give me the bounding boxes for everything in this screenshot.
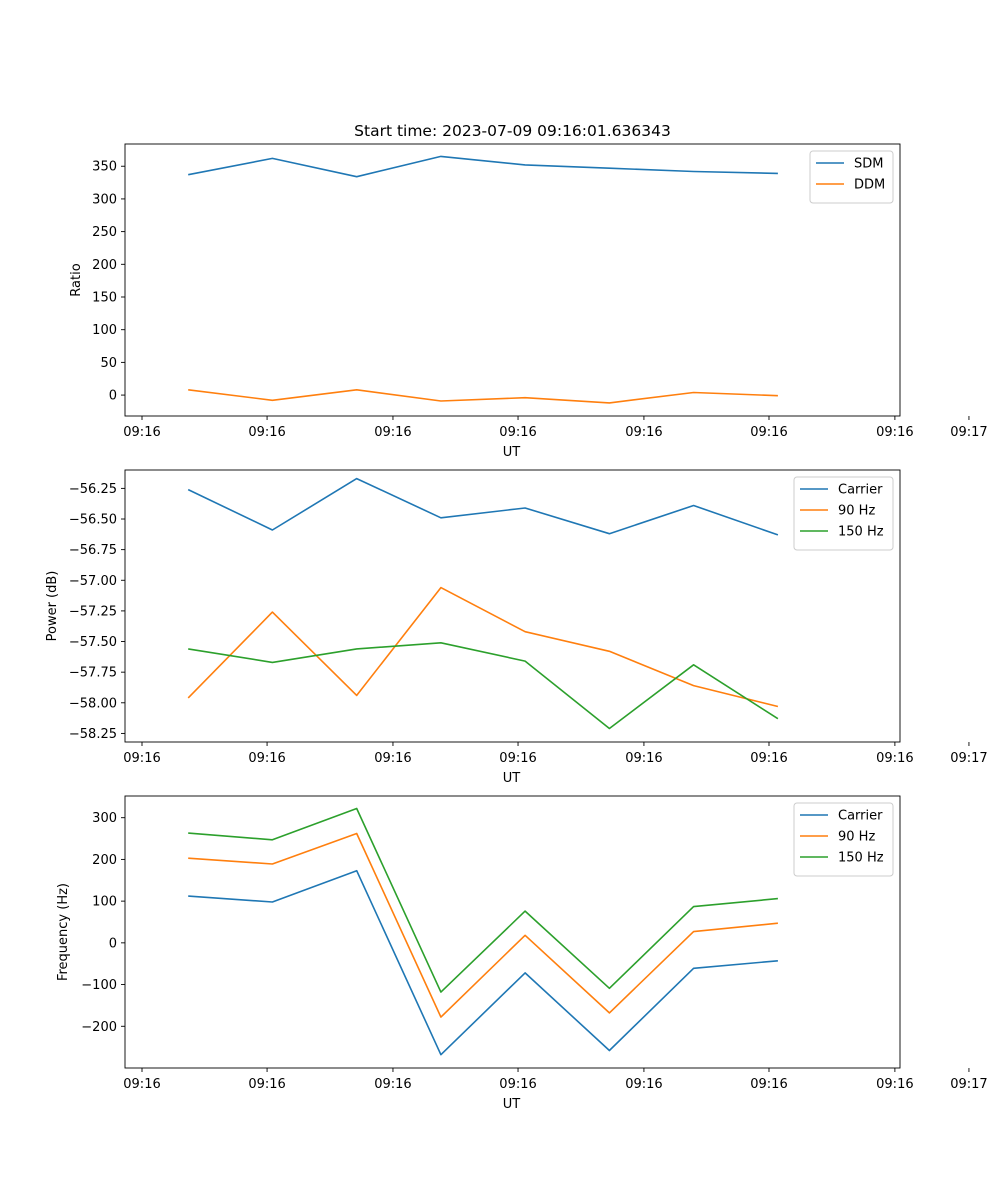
- y-tick-label: 200: [92, 258, 117, 273]
- power-chart: 09:16 09:16 09:16 09:16 09:16 09:16 09:16 09:17…: [45, 469, 988, 786]
- x-axis-label: UT: [503, 771, 521, 786]
- y-tick-label: 200: [92, 853, 117, 868]
- y-tick-label: 250: [92, 225, 117, 240]
- legend-label: 150 Hz: [838, 525, 884, 540]
- x-tick-label: 09:16: [625, 1077, 662, 1092]
- x-tick-label: 09:16: [625, 751, 662, 766]
- x-tick-label: 09:16: [625, 425, 662, 440]
- frequency-chart: 09:16 09:16 09:16 09:16 09:16 09:16 09:16 09:17…: [56, 795, 988, 1112]
- x-tick-label: 09:16: [248, 751, 285, 766]
- x-tick-label: 09:17: [950, 1077, 987, 1092]
- legend-label: Carrier: [838, 809, 883, 824]
- x-axis-label: UT: [503, 1097, 521, 1112]
- y-tick-label: 0: [109, 936, 117, 951]
- y-tick-label: −100: [81, 978, 117, 993]
- y-tick-label: 100: [92, 895, 117, 910]
- legend-label: DDM: [854, 178, 885, 193]
- figure-title: Start time: 2023-07-09 09:16:01.636343: [354, 122, 671, 140]
- legend-label: SDM: [854, 157, 883, 172]
- ratio-chart: 09:16 09:16 09:16 09:16 09:16 09:16 09:16 09:17…: [69, 143, 988, 460]
- y-tick-label: 0: [109, 389, 117, 404]
- legend-label: 90 Hz: [838, 504, 875, 519]
- x-tick-label: 09:16: [123, 1077, 160, 1092]
- plot-frame: [124, 143, 901, 417]
- y-tick-label: −57.50: [69, 635, 117, 650]
- x-tick-label: 09:16: [123, 425, 160, 440]
- series-line-150-hz: [188, 641, 779, 730]
- y-tick-label: 350: [92, 160, 117, 175]
- x-tick-label: 09:16: [750, 425, 787, 440]
- x-tick-label: 09:16: [499, 751, 536, 766]
- x-tick-label: 09:16: [248, 1077, 285, 1092]
- plot-frame: [124, 795, 901, 1069]
- y-tick-label: 50: [100, 356, 117, 371]
- y-tick-label: 300: [92, 811, 117, 826]
- x-tick-label: 09:16: [750, 751, 787, 766]
- y-tick-label: 100: [92, 323, 117, 338]
- x-tick-label: 09:17: [950, 425, 987, 440]
- y-tick-label: −56.75: [69, 543, 117, 558]
- y-tick-label: −56.25: [69, 482, 117, 497]
- x-tick-label: 09:16: [374, 425, 411, 440]
- x-tick-label: 09:16: [876, 751, 913, 766]
- legend-box: [809, 150, 894, 204]
- x-tick-label: 09:16: [876, 1077, 913, 1092]
- x-tick-label: 09:16: [750, 1077, 787, 1092]
- x-tick-label: 09:16: [123, 751, 160, 766]
- y-tick-label: 150: [92, 291, 117, 306]
- legend-label: 90 Hz: [838, 830, 875, 845]
- y-axis-label: Ratio: [69, 263, 84, 296]
- plot-frame: [124, 469, 901, 743]
- series-line-90-hz: [188, 832, 778, 1018]
- x-tick-label: 09:16: [374, 751, 411, 766]
- series-line-carrier: [187, 477, 779, 536]
- y-tick-label: −58.25: [69, 727, 117, 742]
- x-tick-label: 09:16: [499, 425, 536, 440]
- series-line-carrier: [188, 869, 778, 1056]
- y-axis-label: Power (dB): [45, 571, 60, 642]
- y-tick-label: 300: [92, 192, 117, 207]
- y-tick-label: −57.25: [69, 604, 117, 619]
- y-tick-label: −57.00: [69, 574, 117, 589]
- legend-label: Carrier: [838, 483, 883, 498]
- x-axis-label: UT: [503, 445, 521, 460]
- x-tick-label: 09:16: [374, 1077, 411, 1092]
- series-line-sdm: [188, 155, 778, 178]
- y-tick-label: −57.75: [69, 666, 117, 681]
- x-tick-label: 09:16: [876, 425, 913, 440]
- y-tick-label: −56.50: [69, 513, 117, 528]
- series-line-90-hz: [187, 586, 779, 708]
- series-line-150-hz: [188, 807, 778, 993]
- x-tick-label: 09:17: [950, 751, 987, 766]
- y-tick-label: −58.00: [69, 696, 117, 711]
- x-tick-label: 09:16: [499, 1077, 536, 1092]
- x-tick-label: 09:16: [248, 425, 285, 440]
- y-tick-label: −200: [81, 1020, 117, 1035]
- y-axis-label: Frequency (Hz): [56, 883, 71, 981]
- series-line-ddm: [188, 388, 778, 404]
- legend-label: 150 Hz: [838, 851, 884, 866]
